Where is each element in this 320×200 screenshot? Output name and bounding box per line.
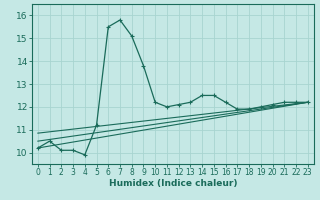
X-axis label: Humidex (Indice chaleur): Humidex (Indice chaleur) <box>108 179 237 188</box>
